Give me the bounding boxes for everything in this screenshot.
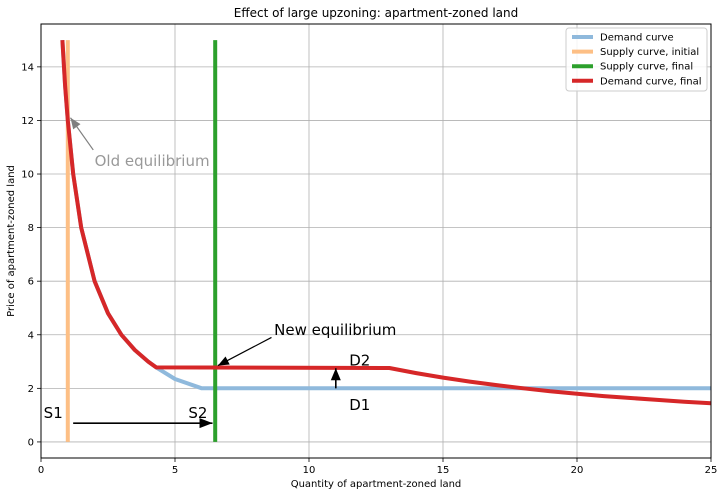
y-tick-label: 10 [21, 170, 34, 181]
y-tick-label: 4 [28, 330, 34, 341]
legend-label-3: Demand curve, final [600, 76, 702, 87]
chart-title: Effect of large upzoning: apartment-zone… [234, 6, 518, 20]
y-tick-label: 14 [21, 62, 34, 73]
y-tick-label: 8 [28, 223, 34, 234]
demand-shift-arrow-head [330, 368, 341, 381]
x-tick-label: 25 [705, 465, 718, 476]
y-tick-label: 6 [28, 277, 34, 288]
new-equilibrium-label: New equilibrium [274, 321, 396, 339]
legend-label-0: Demand curve [600, 33, 674, 44]
y-tick-label: 2 [28, 384, 34, 395]
legend-box [565, 27, 708, 92]
y-axis-label: Price of apartment-zoned land [6, 165, 17, 317]
supply-shift-arrow-head [199, 418, 213, 429]
x-tick-label: 5 [172, 465, 178, 476]
old-equilibrium-arrow-head [70, 117, 81, 130]
ticks: 0 5 10 15 20 25 0 2 4 6 8 10 12 14 [21, 62, 717, 476]
supply-final-label: S2 [188, 404, 207, 422]
x-axis-label: Quantity of apartment-zoned land [291, 479, 462, 490]
y-tick-label: 12 [21, 116, 34, 127]
series [60, 39, 712, 442]
annotations: Old equilibrium New equilibrium D2 D1 S1 S2 [44, 117, 396, 429]
new-equilibrium-arrow-head [217, 356, 230, 366]
legend: Demand curve Supply curve, initial Supply … [565, 27, 708, 92]
x-tick-label: 0 [38, 465, 44, 476]
x-tick-label: 15 [437, 465, 450, 476]
plot-frame [40, 23, 712, 459]
supply-initial-label: S1 [44, 404, 63, 422]
x-tick-label: 20 [571, 465, 584, 476]
legend-label-1: Supply curve, initial [600, 47, 699, 58]
old-equilibrium-label: Old equilibrium [95, 152, 210, 170]
legend-label-2: Supply curve, final [600, 62, 693, 73]
y-tick-label: 0 [28, 437, 34, 448]
series-line-3 [60, 39, 712, 406]
demand-initial-label: D1 [349, 396, 370, 414]
demand-final-label: D2 [349, 352, 370, 370]
x-tick-label: 10 [303, 465, 316, 476]
